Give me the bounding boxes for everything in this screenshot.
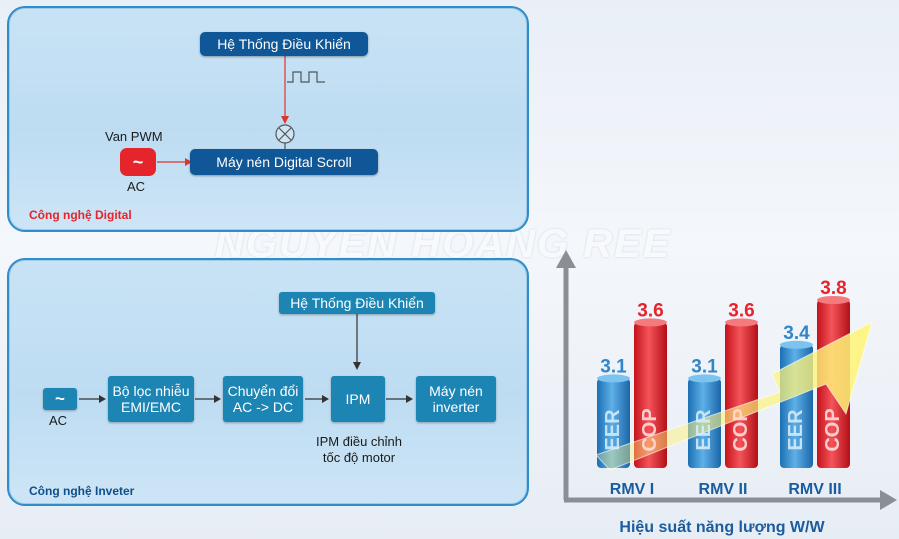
value-label-eer-2: 3.1 — [691, 356, 718, 377]
digital-scroll-compressor-box: Máy nén Digital Scroll — [190, 149, 378, 175]
x-axis-arrow — [880, 490, 897, 510]
bar-eer-1 — [597, 378, 630, 468]
inverter-compressor-line2: inverter — [432, 399, 480, 415]
van-pwm-label: Van PWM — [105, 129, 163, 144]
inverter-compressor-line1: Máy nén — [429, 383, 483, 399]
mixer-icon — [275, 124, 295, 144]
digital-panel-label: Công nghệ Digital — [29, 208, 132, 222]
series-label-cop-3: COP — [822, 408, 844, 451]
ipm-note-line2: tốc độ motor — [322, 450, 396, 465]
pwm-signal-icon — [287, 71, 325, 83]
series-label-cop-1: COP — [639, 408, 661, 451]
digital-ac-label: AC — [127, 179, 146, 194]
bar-cap-cop-1 — [634, 318, 667, 327]
value-label-eer-3: 3.4 — [783, 323, 810, 344]
bar-cap-eer-3 — [780, 340, 813, 349]
bar-cap-eer-2 — [688, 374, 721, 383]
value-label-cop-1: 3.6 — [637, 300, 663, 321]
ac-source-icon: ~ — [120, 148, 156, 176]
inverter-ac-label: AC — [49, 413, 68, 428]
value-label-eer-1: 3.1 — [600, 356, 627, 377]
bar-cop-1 — [634, 322, 667, 468]
converter-line1: Chuyển đổi — [227, 383, 299, 399]
ipm-note-line1: IPM điều chỉnh — [316, 434, 402, 449]
converter-line2: AC -> DC — [232, 399, 294, 415]
series-label-eer-1: EER — [602, 409, 624, 451]
series-label-cop-2: COP — [730, 408, 752, 451]
digital-control-system-box: Hệ Thống Điều Khiển — [200, 32, 368, 56]
ipm-box: IPM — [331, 376, 385, 422]
category-label-3: RMV III — [788, 481, 841, 498]
series-label-eer-3: EER — [785, 409, 807, 451]
digital-connectors — [157, 54, 325, 166]
emi-filter-line1: Bộ lọc nhiễu — [112, 383, 190, 399]
emi-filter-line2: EMI/EMC — [121, 399, 181, 415]
inverter-ac-source-icon: ~ — [43, 388, 77, 410]
category-label-1: RMV I — [610, 481, 654, 498]
inverter-control-system-box: Hệ Thống Điều Khiển — [279, 292, 435, 314]
digital-panel: Hệ Thống Điều Khiển Van PWM ~ AC Máy nén… — [7, 6, 529, 232]
bar-cap-cop-2 — [725, 318, 758, 327]
value-label-cop-3: 3.8 — [820, 278, 846, 299]
x-axis-title: Hiệu suất năng lượng W/W — [619, 519, 825, 536]
series-label-eer-2: EER — [693, 409, 715, 451]
ac-dc-converter-box: Chuyển đổi AC -> DC — [223, 376, 303, 422]
inverter-panel-label: Công nghệ Inveter — [29, 484, 135, 498]
bar-cap-cop-3 — [817, 296, 850, 304]
bar-cap-eer-1 — [597, 374, 630, 383]
bar-cop-2 — [725, 322, 758, 468]
y-axis-arrow — [556, 250, 576, 268]
category-label-2: RMV II — [699, 481, 748, 498]
ipm-note: IPM điều chỉnh tốc độ motor — [309, 434, 409, 466]
emi-filter-box: Bộ lọc nhiễu EMI/EMC — [108, 376, 194, 422]
inverter-connectors — [79, 314, 413, 403]
trend-arrow-icon — [595, 321, 873, 471]
inverter-panel: Hệ Thống Điều Khiển ~ AC Bộ lọc nhiễu EM… — [7, 258, 529, 506]
value-label-cop-2: 3.6 — [728, 300, 754, 321]
inverter-compressor-box: Máy nén inverter — [416, 376, 496, 422]
